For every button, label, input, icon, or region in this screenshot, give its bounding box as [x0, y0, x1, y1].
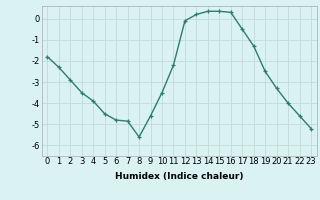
X-axis label: Humidex (Indice chaleur): Humidex (Indice chaleur)	[115, 172, 244, 181]
